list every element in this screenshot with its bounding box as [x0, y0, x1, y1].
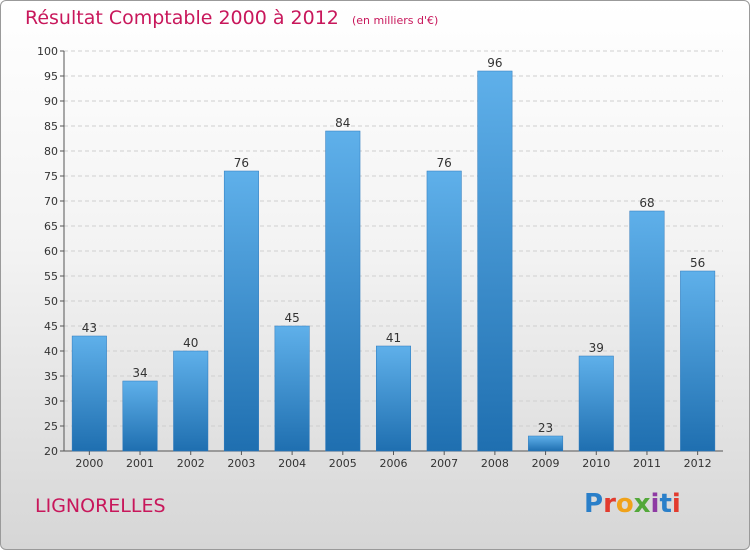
- bar-2011: [629, 210, 665, 452]
- data-label-2012: 56: [690, 256, 705, 270]
- y-tick-label: 100: [37, 45, 58, 58]
- bar-2004: [274, 325, 310, 452]
- x-tick-label: 2000: [75, 457, 103, 470]
- bar-2005: [325, 130, 361, 452]
- y-tick-label: 50: [44, 295, 58, 308]
- y-tick-label: 70: [44, 195, 58, 208]
- logo-letter: t: [659, 489, 672, 519]
- data-label-2007: 76: [437, 156, 452, 170]
- logo-letter: P: [584, 489, 604, 519]
- x-tick-label: 2009: [532, 457, 560, 470]
- y-tick-label: 65: [44, 220, 58, 233]
- bar-2006: [376, 345, 411, 452]
- logo-letter: i: [650, 489, 660, 519]
- bar-2001: [122, 380, 158, 452]
- y-tick-label: 45: [44, 320, 58, 333]
- data-label-2003: 76: [234, 156, 249, 170]
- logo-letter: r: [603, 489, 616, 519]
- bar-layer: [71, 70, 716, 452]
- data-label-2006: 41: [386, 331, 401, 345]
- logo-letter: x: [633, 489, 651, 519]
- bar-2002: [173, 350, 209, 452]
- bar-2010: [578, 355, 614, 452]
- x-tick-label: 2012: [684, 457, 712, 470]
- y-tick-label: 25: [44, 420, 58, 433]
- y-tick-label: 75: [44, 170, 58, 183]
- x-tick-label: 2008: [481, 457, 509, 470]
- x-tick-label: 2002: [177, 457, 205, 470]
- city-name: LIGNORELLES: [35, 495, 166, 517]
- x-tick-label: 2007: [430, 457, 458, 470]
- chart-subtitle: (en milliers d'€): [351, 14, 439, 27]
- data-label-2001: 34: [132, 366, 147, 380]
- x-tick-label: 2010: [582, 457, 610, 470]
- y-tick-label: 95: [44, 70, 58, 83]
- logo-letter: i: [671, 489, 681, 519]
- x-tick-label: 2005: [329, 457, 357, 470]
- data-label-2000: 43: [82, 321, 97, 335]
- title-row: Résultat Comptable 2000 à 2012 (en milli…: [25, 7, 438, 29]
- x-tick-label: 2003: [227, 457, 255, 470]
- y-tick-label: 85: [44, 120, 58, 133]
- bar-2000: [71, 335, 107, 452]
- y-tick-label: 35: [44, 370, 58, 383]
- bar-2012: [680, 270, 716, 452]
- data-label-2005: 84: [335, 116, 350, 130]
- y-tick-label: 20: [44, 445, 58, 458]
- bar-2003: [223, 170, 259, 452]
- data-label-2010: 39: [589, 341, 604, 355]
- bar-2008: [477, 70, 513, 452]
- bar-2007: [426, 170, 462, 452]
- axis-layer: 20 25 30 35 40 45 50 55 60 65 70 75 80 85 90 95 100 2000 2…: [37, 45, 723, 470]
- y-tick-label: 80: [44, 145, 58, 158]
- x-tick-label: 2004: [278, 457, 306, 470]
- data-label-2002: 40: [183, 336, 198, 350]
- data-label-2009: 23: [538, 421, 553, 435]
- y-tick-label: 90: [44, 95, 58, 108]
- chart-title: Résultat Comptable 2000 à 2012: [25, 7, 339, 29]
- data-label-2004: 45: [284, 311, 299, 325]
- y-tick-label: 40: [44, 345, 58, 358]
- label-layer: 43 34 40 76 45 84 41 76 96 23 39 68 56: [82, 56, 706, 435]
- logo-letter: o: [615, 489, 634, 519]
- y-tick-label: 60: [44, 245, 58, 258]
- x-tick-label: 2001: [126, 457, 154, 470]
- bar-2009: [528, 435, 564, 452]
- x-tick-label: 2011: [633, 457, 661, 470]
- x-tick-label: 2006: [380, 457, 408, 470]
- data-label-2011: 68: [639, 196, 654, 210]
- data-label-2008: 96: [487, 56, 502, 70]
- proxiti-logo[interactable]: Proxiti: [584, 489, 681, 519]
- y-tick-label: 30: [44, 395, 58, 408]
- y-tick-label: 55: [44, 270, 58, 283]
